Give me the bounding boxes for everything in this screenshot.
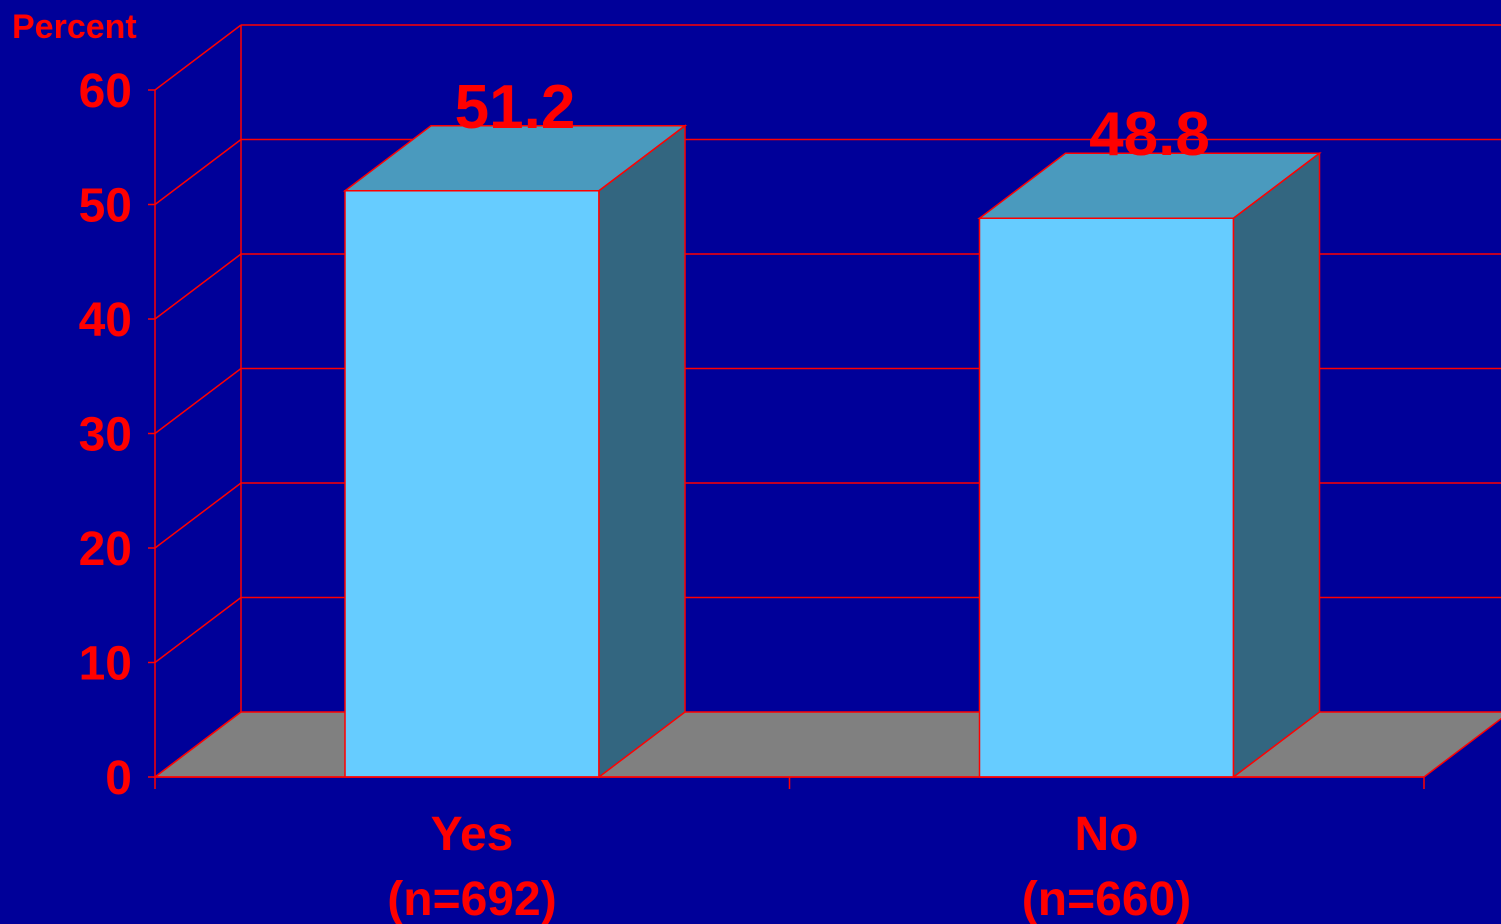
y-tick-label: 20	[79, 523, 132, 576]
gridline-diagonal	[154, 367, 242, 435]
bar-front	[978, 217, 1235, 778]
bar-side	[1232, 151, 1321, 779]
x-tick-sublabel: (n=692)	[387, 873, 556, 924]
bar-layer: 51.2 48.8	[342, 73, 1322, 779]
y-tick-label: 30	[79, 409, 132, 462]
x-tick-sublabel: (n=660)	[1022, 873, 1191, 924]
bar-value-label: 48.8	[1089, 100, 1210, 169]
y-tick-label: 60	[79, 65, 132, 118]
y-tick-label: 0	[105, 752, 132, 805]
bar-front	[344, 190, 600, 778]
bar-side	[598, 124, 686, 779]
x-tick-label: No	[1075, 808, 1139, 861]
gridline-diagonal	[154, 482, 242, 549]
gridline-diagonal	[154, 596, 242, 664]
y-axis-label: Percent	[12, 8, 137, 46]
y-tick-label: 40	[79, 294, 132, 347]
gridline-diagonal	[154, 138, 242, 206]
gridline-diagonal	[154, 24, 242, 91]
gridline-diagonal	[154, 253, 242, 320]
bar-value-label: 51.2	[455, 73, 576, 142]
x-tick-label: Yes	[431, 808, 514, 861]
axis-layer: 0 10 20 30 40 50 60 Yes (n=692) No (n=660)	[79, 65, 1425, 924]
y-tick-label: 10	[79, 638, 132, 691]
y-tick-label: 50	[79, 180, 132, 233]
